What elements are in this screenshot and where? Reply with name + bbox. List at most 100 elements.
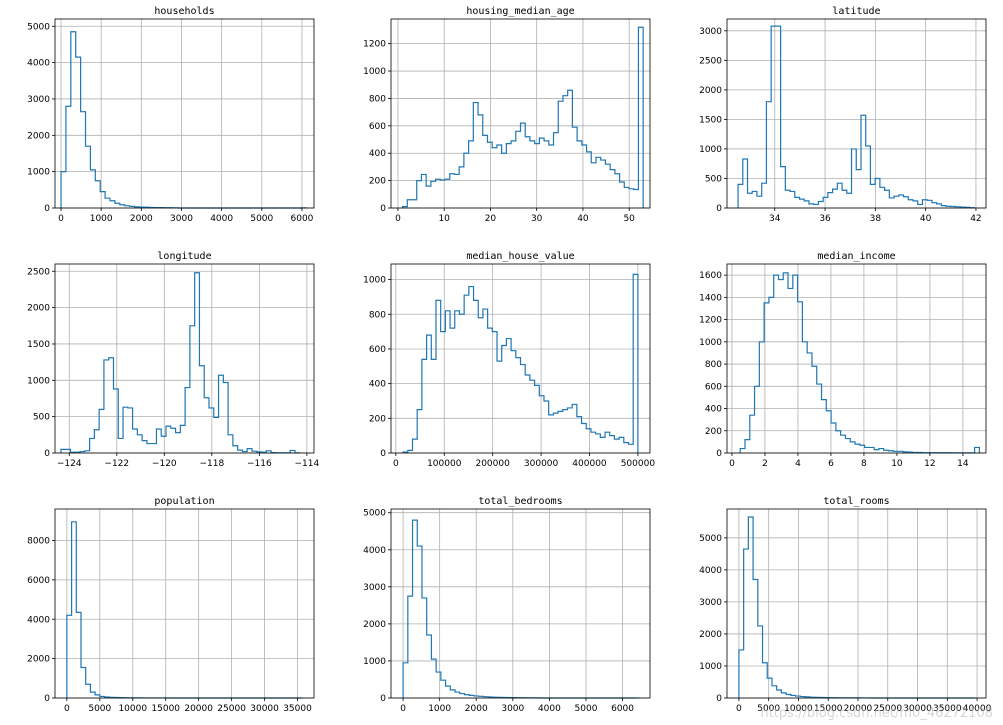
x-tick-label: 5000 [757, 704, 780, 714]
x-tick-label: 30000 [250, 704, 279, 714]
y-tick-label: 5000 [27, 22, 50, 32]
x-tick-label: 400000 [572, 459, 607, 469]
y-tick-label: 1500 [27, 340, 50, 350]
x-tick-label: 10 [891, 459, 903, 469]
histogram-step-population [66, 521, 303, 699]
y-tick-label: 1000 [699, 145, 722, 155]
y-tick-label: 1200 [363, 40, 386, 50]
x-tick-label: 12 [924, 459, 935, 469]
histogram-step-total_rooms [738, 516, 976, 699]
x-tick-label: 1000 [428, 704, 451, 714]
panel-title: population [154, 496, 214, 507]
x-tick-label: 6000 [611, 704, 634, 714]
y-tick-label: 4000 [27, 615, 50, 625]
y-tick-label: 2000 [27, 304, 50, 314]
x-tick-label: 300000 [524, 459, 559, 469]
y-tick-label: 200 [369, 414, 386, 424]
x-tick-label: 100000 [427, 459, 462, 469]
histogram-step-households [60, 31, 307, 209]
y-tick-label: 4000 [27, 59, 50, 69]
y-tick-label: 1000 [699, 662, 722, 672]
axes-frame [54, 508, 315, 699]
x-tick-label: 50 [623, 214, 635, 224]
x-tick-label: 20000 [184, 704, 213, 714]
y-tick-label: 400 [369, 380, 386, 390]
histogram-step-latitude [737, 25, 976, 209]
axes-frame [726, 263, 987, 454]
x-tick-label: 3000 [170, 214, 193, 224]
watermark-text: https://blog.csdn.net/m0_46272108 [760, 706, 993, 721]
x-tick-label: 40 [577, 214, 589, 224]
panel-title: latitude [832, 6, 880, 17]
y-tick-label: 600 [369, 345, 386, 355]
axes-frame [54, 18, 315, 209]
histogram-panel-population: 0 5000 10000 15000 20000 25000 30000 35000 0 2000… [27, 496, 315, 714]
x-tick-label: −124 [57, 459, 82, 469]
histogram-panel-households: 0 1000 2000 3000 4000 5000 6000 0 1000 2000 3000 40… [27, 6, 315, 224]
x-tick-label: 20 [485, 214, 497, 224]
y-tick-label: 1400 [699, 293, 722, 303]
x-tick-label: 15000 [151, 704, 180, 714]
histogram-panel-total_rooms: 0 5000 10000 15000 20000 25000 30000 35000 40000… [699, 496, 992, 714]
y-tick-label: 200 [369, 177, 386, 187]
panel-title: housing_median_age [466, 6, 574, 17]
x-tick-label: 3000 [501, 704, 524, 714]
x-tick-label: 35000 [933, 704, 962, 714]
y-tick-label: 0 [716, 694, 722, 704]
x-tick-label: 38 [870, 214, 882, 224]
y-tick-label: 0 [716, 449, 722, 459]
histogram-step-total_bedrooms [402, 519, 640, 699]
x-tick-label: 35000 [283, 704, 312, 714]
x-tick-label: 0 [729, 459, 735, 469]
axes-frame [390, 508, 651, 699]
y-tick-label: 3000 [363, 583, 386, 593]
x-tick-label: 14 [957, 459, 969, 469]
x-tick-label: 4000 [538, 704, 561, 714]
y-tick-label: 800 [369, 310, 386, 320]
histogram-panel-latitude: 34 36 38 40 42 0 500 1000 1500 2000 2500 3000 latitu… [699, 6, 987, 224]
y-tick-label: 1600 [699, 271, 722, 281]
x-tick-label: 30000 [903, 704, 932, 714]
histogram-panel-total_bedrooms: 0 1000 2000 3000 4000 5000 6000 0 1000 2000 3000 40… [363, 496, 651, 714]
panel-title: median_house_value [466, 251, 574, 262]
y-tick-label: 1000 [699, 338, 722, 348]
x-tick-label: 42 [970, 214, 981, 224]
x-tick-label: 0 [395, 214, 401, 224]
y-tick-label: 2000 [699, 86, 722, 96]
y-tick-label: 0 [44, 694, 50, 704]
y-tick-label: 3000 [699, 598, 722, 608]
x-tick-label: 500000 [621, 459, 656, 469]
y-tick-label: 2000 [699, 630, 722, 640]
x-tick-label: 0 [400, 704, 406, 714]
histogram-panel-median_house_value: 0 100000 200000 300000 400000 500000 0 200 400 60… [363, 251, 655, 469]
y-tick-label: 0 [44, 204, 50, 214]
y-tick-label: 1000 [27, 376, 50, 386]
y-tick-label: 0 [380, 204, 386, 214]
axes-frame [726, 508, 987, 699]
panel-title: median_income [817, 251, 895, 262]
x-tick-label: −118 [199, 459, 224, 469]
x-tick-label: 20000 [844, 704, 873, 714]
x-tick-label: 4000 [210, 214, 233, 224]
x-tick-label: 5000 [88, 704, 111, 714]
y-tick-label: 1500 [699, 115, 722, 125]
axes-frame [726, 18, 987, 209]
x-tick-label: 8 [861, 459, 867, 469]
y-tick-label: 1000 [363, 67, 386, 77]
y-tick-label: 0 [716, 204, 722, 214]
y-tick-label: 600 [705, 382, 722, 392]
histogram-step-median_house_value [402, 273, 639, 453]
y-tick-label: 3000 [699, 27, 722, 37]
y-tick-label: 5000 [363, 509, 386, 519]
x-tick-label: 5000 [250, 214, 273, 224]
y-tick-label: 4000 [363, 546, 386, 556]
y-tick-label: 1200 [699, 316, 722, 326]
y-tick-label: 3000 [27, 95, 50, 105]
x-tick-label: 4 [795, 459, 801, 469]
y-tick-label: 400 [705, 405, 722, 415]
x-tick-label: 0 [64, 704, 70, 714]
panel-title: longitude [157, 251, 211, 262]
histogram-panel-longitude: −124 −122 −120 −118 −116 −114 0 500 1000 1500 2000… [27, 251, 319, 469]
y-tick-label: 1000 [363, 276, 386, 286]
